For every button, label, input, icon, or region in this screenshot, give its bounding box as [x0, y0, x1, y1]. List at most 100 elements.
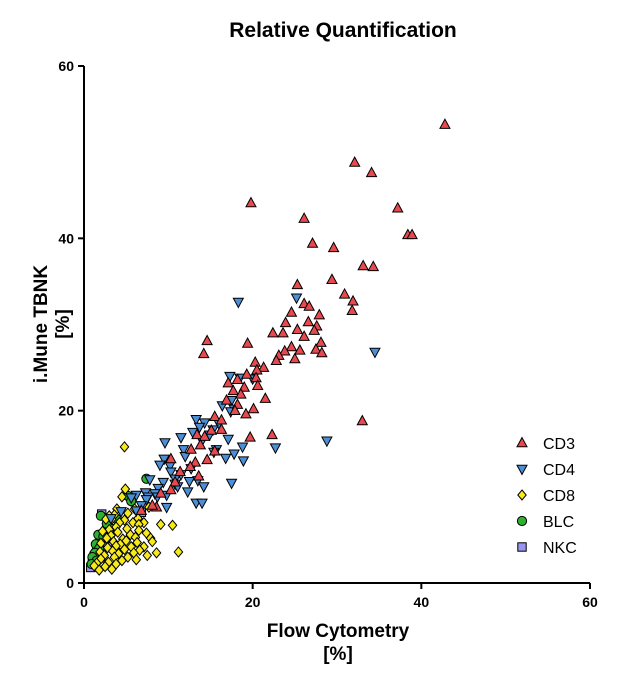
- point-cd3-72: [165, 452, 177, 464]
- point-cd3-64: [356, 414, 369, 426]
- point-cd4-55: [140, 495, 153, 506]
- point-cd8-63: [94, 564, 105, 576]
- point-cd4-35: [165, 467, 177, 479]
- point-cd3-70: [201, 453, 213, 465]
- y-axis-label-line1: i.Mune TBNK: [31, 265, 52, 383]
- point-cd3-22: [279, 316, 292, 328]
- legend-marker-blc: [516, 515, 528, 527]
- point-cd8-18: [167, 519, 178, 532]
- point-cd4-13: [193, 422, 206, 434]
- point-cd3-15: [347, 294, 359, 306]
- point-cd4-22: [236, 442, 249, 454]
- point-cd8-6: [123, 507, 133, 519]
- point-cd3-19: [285, 305, 298, 317]
- x-tick-label-1: 20: [245, 594, 261, 610]
- point-cd3-4: [391, 201, 404, 213]
- y-axis-label: i.Mune TBNK [%]: [31, 265, 74, 383]
- point-cd3-27: [267, 326, 279, 338]
- point-cd8-46: [173, 546, 184, 558]
- legend-label-blc: BLC: [543, 514, 574, 531]
- point-cd4-19: [222, 434, 235, 446]
- legend-marker-cd8: [517, 489, 527, 501]
- y-tick-label-3: 60: [58, 58, 74, 74]
- point-cd8-17: [155, 518, 166, 531]
- point-cd4-32: [237, 456, 250, 468]
- point-cd3-51: [235, 387, 247, 399]
- point-cd3-66: [244, 430, 256, 442]
- point-cd3-40: [249, 355, 262, 367]
- point-cd4-31: [154, 460, 166, 472]
- point-cd3-48: [238, 380, 251, 392]
- point-cd8-22: [133, 524, 144, 537]
- point-cd8-49: [151, 547, 162, 559]
- point-cd3-26: [277, 326, 289, 338]
- x-axis-label-line2: [%]: [323, 644, 353, 665]
- x-tick-label-2: 40: [414, 594, 430, 610]
- legend-marker-cd3: [516, 436, 528, 448]
- point-cd3-17: [303, 299, 316, 311]
- point-cd4-17: [175, 433, 187, 444]
- point-cd3-47: [222, 376, 235, 388]
- point-cd3-35: [278, 344, 291, 356]
- point-cd4-58: [160, 502, 173, 514]
- chart-title: Relative Quantification: [229, 19, 457, 42]
- point-cd3-32: [241, 337, 254, 348]
- point-cd4-21: [159, 438, 171, 449]
- point-cd3-11: [367, 260, 380, 272]
- point-cd4-53: [181, 487, 194, 499]
- point-cd3-80: [146, 499, 159, 510]
- point-cd4-40: [183, 477, 196, 488]
- point-cd3-31: [310, 343, 322, 354]
- point-cd3-18: [346, 304, 359, 316]
- point-cd3-62: [191, 428, 203, 440]
- point-cd3-65: [266, 428, 278, 440]
- point-cd8-52: [142, 549, 153, 562]
- point-cd4-61: [196, 498, 208, 510]
- point-cd3-21: [302, 315, 315, 327]
- point-cd4-37: [143, 475, 156, 487]
- point-cd3-45: [250, 371, 262, 383]
- y-axis-label-line2: [%]: [53, 309, 74, 339]
- point-cd3-46: [231, 373, 244, 384]
- point-cd3-73: [184, 460, 197, 471]
- point-cd3-28: [298, 330, 310, 341]
- point-cd4-2: [369, 347, 381, 359]
- point-cd8-55: [131, 553, 142, 566]
- legend-label-cd4: CD4: [543, 462, 575, 479]
- point-cd3-36: [197, 347, 210, 359]
- point-cd3-60: [215, 423, 228, 434]
- point-cd3-12: [326, 273, 338, 284]
- point-cd3-0: [439, 118, 451, 129]
- x-tick-label-3: 60: [582, 594, 598, 610]
- legend-marker-nkc: [517, 542, 527, 552]
- point-cd3-7: [406, 228, 418, 240]
- point-cd8-0: [119, 441, 130, 453]
- point-cd3-57: [240, 407, 252, 419]
- axis-ticks: 0 20 40 60 0 20 40 60: [58, 58, 598, 610]
- y-tick-label-2: 40: [58, 230, 74, 246]
- point-cd3-50: [227, 384, 240, 396]
- point-cd8-23: [97, 525, 108, 538]
- point-cd8-26: [125, 528, 136, 541]
- point-cd3-14: [338, 287, 351, 299]
- point-cd8-2: [117, 491, 127, 503]
- point-cd8-42: [119, 543, 130, 556]
- point-cd3-44: [240, 368, 253, 379]
- point-cd3-10: [357, 259, 369, 271]
- point-cd3-52: [259, 392, 272, 403]
- point-cd3-8: [306, 237, 319, 248]
- point-cd3-76: [169, 475, 181, 487]
- point-cd8-48: [113, 547, 124, 560]
- point-cd8-10: [119, 514, 130, 526]
- legend-label-cd3: CD3: [543, 436, 575, 453]
- point-cd4-18: [321, 436, 333, 448]
- point-cd4-30: [158, 454, 170, 466]
- point-cd4-39: [157, 477, 170, 489]
- legend: CD3 CD4 CD8 BLC NKC: [516, 436, 577, 557]
- point-cd4-28: [219, 453, 232, 465]
- point-cd3-69: [208, 444, 221, 456]
- point-cd4-62: [105, 514, 117, 525]
- x-tick-label-0: 0: [80, 594, 88, 610]
- point-cd8-36: [147, 535, 158, 548]
